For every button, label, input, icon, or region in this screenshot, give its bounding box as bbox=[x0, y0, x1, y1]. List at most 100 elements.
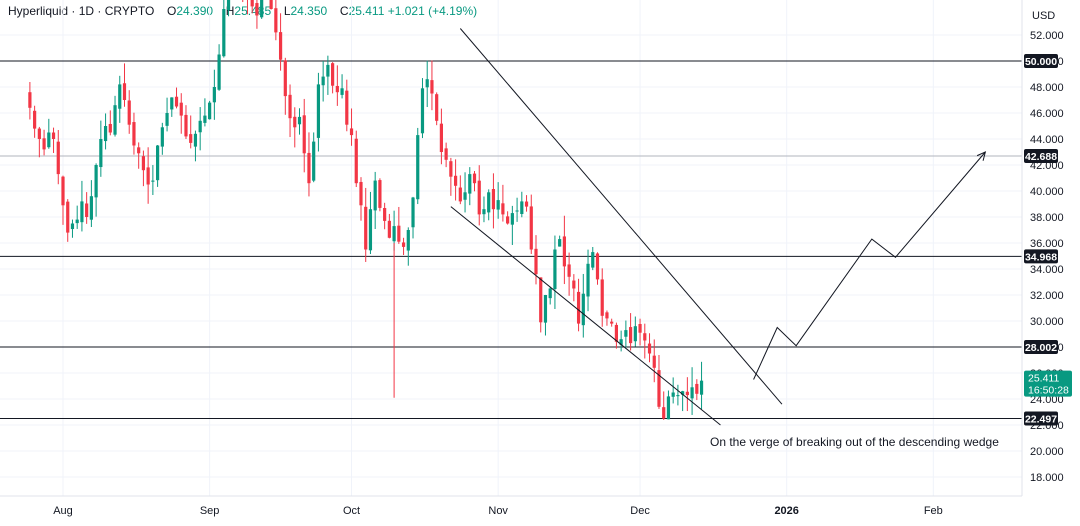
candle bbox=[335, 65, 339, 106]
candle bbox=[458, 175, 462, 205]
candle-body bbox=[671, 392, 675, 397]
candle bbox=[472, 170, 477, 192]
price-tags: 50.000 42.688 34.968 28.002 22.497 25.41116:5… bbox=[1024, 54, 1072, 426]
time-tick-label: Nov bbox=[488, 505, 508, 517]
candle-body bbox=[151, 180, 155, 182]
horizontal-levels bbox=[0, 60, 1022, 420]
candle bbox=[28, 81, 32, 120]
candle bbox=[316, 72, 321, 152]
low-value: 24.350 bbox=[290, 4, 328, 18]
candle-body bbox=[99, 139, 103, 168]
candle bbox=[85, 192, 89, 224]
candle-body bbox=[364, 206, 368, 250]
candle-body bbox=[184, 114, 188, 137]
level-price-tag-bg bbox=[1024, 149, 1058, 164]
candle bbox=[51, 127, 56, 153]
candle-body bbox=[524, 201, 529, 207]
candle bbox=[141, 150, 146, 187]
candle-body bbox=[699, 380, 704, 395]
candle-body bbox=[33, 110, 37, 129]
candle-body bbox=[212, 87, 216, 103]
current-price-value: 25.411 bbox=[1028, 373, 1059, 385]
level-price-tag: 34.968 bbox=[1025, 251, 1057, 263]
candle-body bbox=[307, 152, 311, 184]
candle-body bbox=[61, 176, 65, 206]
candle bbox=[378, 178, 382, 212]
candle bbox=[47, 118, 51, 149]
candle bbox=[463, 172, 467, 213]
candle bbox=[165, 97, 169, 132]
candle-body bbox=[349, 128, 354, 136]
candle-body bbox=[406, 230, 410, 251]
candle bbox=[56, 130, 60, 185]
candle-body bbox=[605, 312, 609, 319]
candle bbox=[629, 313, 633, 351]
candle bbox=[156, 144, 160, 187]
price-tick-label: 44.000 bbox=[1030, 134, 1064, 146]
candle-body bbox=[392, 226, 396, 242]
candle-body bbox=[70, 223, 75, 230]
candle bbox=[170, 97, 174, 117]
candle-body bbox=[321, 76, 325, 86]
candle-body bbox=[208, 102, 212, 120]
candle-body bbox=[420, 88, 425, 134]
candle bbox=[297, 108, 302, 135]
candle bbox=[293, 107, 297, 148]
candle bbox=[359, 177, 363, 221]
candle-body bbox=[430, 80, 434, 94]
candle-body bbox=[633, 326, 637, 342]
open-value: 24.390 bbox=[176, 4, 214, 18]
interval[interactable]: 1D bbox=[78, 4, 95, 18]
candle-body bbox=[529, 206, 533, 250]
candle-body bbox=[491, 189, 496, 210]
candle-body bbox=[85, 203, 89, 217]
candle-body bbox=[174, 96, 179, 107]
candle bbox=[108, 110, 112, 136]
candle bbox=[435, 92, 439, 126]
candle bbox=[212, 69, 216, 120]
candle bbox=[33, 105, 37, 138]
candle-body bbox=[297, 116, 302, 125]
candle bbox=[354, 130, 358, 188]
candle-body bbox=[222, 9, 226, 57]
currency-label[interactable]: USD bbox=[1032, 10, 1055, 22]
candle bbox=[647, 333, 652, 363]
candle-body bbox=[543, 295, 548, 323]
candle bbox=[326, 55, 330, 95]
candle bbox=[600, 268, 604, 327]
candle-body bbox=[113, 105, 117, 135]
candle-body bbox=[581, 293, 585, 326]
candle-body bbox=[595, 253, 600, 280]
symbol-name[interactable]: Hyperliquid bbox=[8, 4, 69, 18]
candle-body bbox=[666, 396, 671, 420]
candle bbox=[397, 206, 401, 244]
candle bbox=[652, 339, 656, 383]
candle-body bbox=[449, 161, 453, 177]
level-price-tag: 50.000 bbox=[1025, 56, 1057, 68]
candle-body bbox=[506, 216, 510, 224]
candle bbox=[657, 354, 661, 409]
candle-body bbox=[373, 180, 377, 211]
candle-body bbox=[269, 0, 273, 9]
price-tick-label: 34.000 bbox=[1030, 264, 1064, 276]
candle-body bbox=[56, 141, 60, 175]
candle-body bbox=[156, 145, 160, 181]
candle bbox=[118, 75, 122, 123]
candle-body bbox=[331, 63, 335, 86]
candle bbox=[558, 235, 562, 247]
candle bbox=[614, 322, 619, 349]
candle-body bbox=[558, 239, 562, 247]
candle-body bbox=[439, 123, 443, 152]
candle-body bbox=[217, 54, 221, 90]
price-tick-label: 24.000 bbox=[1030, 394, 1064, 406]
candle bbox=[610, 318, 614, 327]
candle bbox=[113, 95, 117, 137]
candle-body bbox=[189, 134, 193, 143]
candle-body bbox=[643, 333, 647, 341]
close-value: 25.411 bbox=[348, 4, 385, 18]
candle-body bbox=[468, 174, 472, 194]
candle bbox=[430, 60, 434, 111]
candle bbox=[685, 377, 689, 412]
candle bbox=[581, 273, 585, 338]
